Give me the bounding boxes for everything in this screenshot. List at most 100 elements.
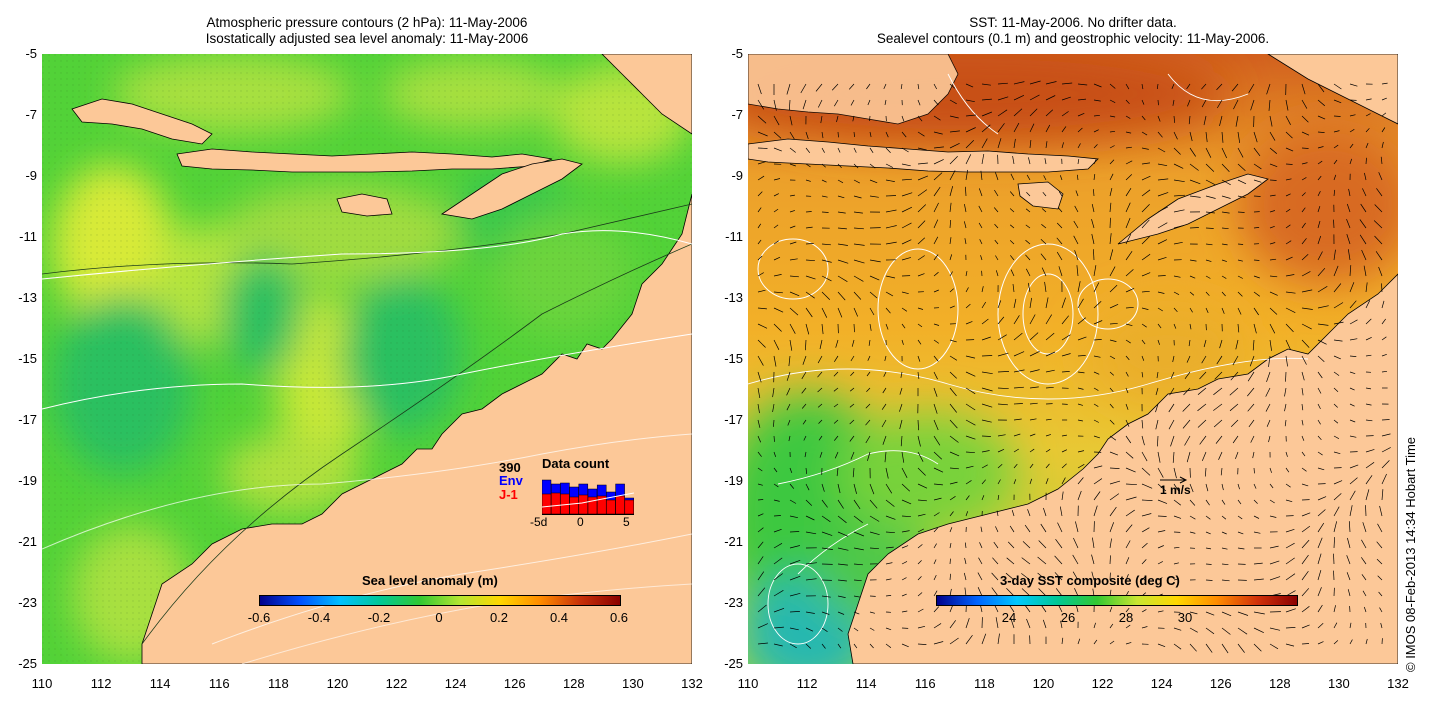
velocity-arrow bbox=[1237, 211, 1245, 213]
velocity-arrow bbox=[1157, 610, 1164, 613]
velocity-arrow bbox=[1381, 353, 1387, 357]
velocity-arrow bbox=[1013, 94, 1025, 101]
velocity-arrow bbox=[1141, 131, 1148, 136]
colorbar-tick-label: 26 bbox=[1060, 610, 1076, 625]
velocity-arrow bbox=[901, 515, 911, 518]
velocity-arrow bbox=[1045, 351, 1056, 357]
velocity-arrow bbox=[1266, 371, 1271, 383]
velocity-arrow bbox=[773, 274, 782, 277]
lat-tick-label: -25 bbox=[18, 656, 37, 671]
velocity-arrow bbox=[817, 371, 823, 378]
velocity-arrow bbox=[866, 371, 871, 377]
velocity-arrow bbox=[1125, 371, 1129, 377]
velocity-arrow bbox=[1092, 588, 1095, 597]
velocity-arrow bbox=[1221, 563, 1229, 566]
velocity-arrow bbox=[1269, 275, 1278, 278]
velocity-arrow bbox=[853, 627, 859, 632]
velocity-arrow bbox=[1301, 483, 1309, 487]
velocity-arrow bbox=[1301, 339, 1310, 348]
velocity-arrow bbox=[1186, 451, 1191, 463]
colorbar-tick-label: -0.4 bbox=[307, 610, 331, 625]
velocity-arrow bbox=[933, 467, 944, 473]
velocity-arrow bbox=[1235, 339, 1239, 350]
velocity-arrow bbox=[837, 515, 847, 524]
velocity-arrow bbox=[1055, 588, 1063, 597]
velocity-arrow bbox=[1125, 251, 1133, 261]
australia-land bbox=[141, 193, 692, 664]
velocity-arrow bbox=[1333, 371, 1340, 376]
velocity-arrow bbox=[1141, 236, 1150, 245]
velocity-arrow bbox=[1333, 115, 1341, 117]
velocity-arrow bbox=[867, 355, 871, 361]
velocity-arrow bbox=[1093, 282, 1100, 293]
velocity-arrow bbox=[1186, 83, 1191, 90]
velocity-arrow bbox=[1157, 178, 1169, 181]
velocity-arrow bbox=[869, 547, 879, 550]
velocity-arrow bbox=[1006, 587, 1015, 597]
velocity-arrow bbox=[1077, 638, 1081, 645]
velocity-arrow bbox=[757, 207, 762, 213]
velocity-arrow bbox=[853, 595, 861, 598]
velocity-arrow bbox=[949, 142, 960, 149]
velocity-arrow bbox=[1333, 339, 1343, 342]
velocity-arrow bbox=[757, 355, 764, 366]
velocity-arrow bbox=[1253, 531, 1261, 534]
velocity-arrow bbox=[1141, 559, 1147, 565]
velocity-arrow bbox=[1045, 314, 1052, 325]
velocity-arrow bbox=[1093, 622, 1096, 629]
velocity-arrow bbox=[981, 495, 985, 501]
velocity-arrow bbox=[789, 241, 797, 245]
velocity-arrow bbox=[1125, 146, 1132, 149]
velocity-arrow bbox=[1348, 521, 1351, 533]
velocity-arrow bbox=[933, 387, 938, 397]
velocity-arrow bbox=[1054, 572, 1063, 581]
velocity-arrow bbox=[949, 511, 954, 517]
velocity-arrow bbox=[1029, 369, 1040, 373]
velocity-arrow bbox=[853, 243, 865, 246]
velocity-arrow bbox=[933, 483, 943, 486]
velocity-arrow bbox=[1349, 158, 1353, 165]
velocity-arrow bbox=[1173, 194, 1186, 197]
velocity-arrow bbox=[815, 83, 823, 92]
velocity-arrow bbox=[1093, 403, 1099, 407]
velocity-arrow bbox=[789, 627, 799, 631]
velocity-arrow bbox=[1285, 499, 1293, 503]
velocity-arrow bbox=[773, 607, 785, 613]
velocity-arrow bbox=[1377, 575, 1383, 581]
velocity-arrow bbox=[1184, 435, 1191, 446]
velocity-arrow bbox=[981, 479, 986, 485]
velocity-arrow bbox=[757, 223, 762, 229]
velocity-arrow bbox=[869, 611, 875, 614]
velocity-arrow bbox=[853, 323, 855, 333]
lesser-sunda-islands-sst bbox=[748, 138, 1099, 173]
velocity-arrow bbox=[1347, 589, 1351, 597]
velocity-arrow bbox=[900, 371, 903, 378]
velocity-arrow bbox=[1157, 451, 1161, 463]
inset-x-tick: 0 bbox=[577, 515, 584, 529]
velocity-arrow bbox=[1038, 588, 1047, 597]
velocity-arrow bbox=[1077, 112, 1085, 117]
velocity-arrow bbox=[853, 579, 862, 582]
velocity-arrow bbox=[1109, 159, 1115, 165]
velocity-arrow bbox=[1349, 143, 1354, 149]
velocity-arrow bbox=[1045, 297, 1049, 309]
velocity-arrow bbox=[757, 499, 764, 501]
velocity-arrow bbox=[1333, 83, 1342, 90]
velocity-arrow bbox=[1237, 515, 1243, 520]
velocity-arrow bbox=[1029, 418, 1037, 421]
velocity-arrow bbox=[1093, 189, 1095, 197]
velocity-arrow bbox=[1109, 589, 1112, 597]
velocity-arrow bbox=[1013, 418, 1022, 421]
velocity-arrow bbox=[884, 355, 887, 361]
velocity-arrow bbox=[1237, 307, 1242, 315]
lat-tick-label: -15 bbox=[724, 351, 743, 366]
velocity-arrow bbox=[901, 530, 910, 533]
velocity-arrow bbox=[981, 419, 992, 423]
velocity-arrow bbox=[885, 531, 895, 534]
velocity-arrow bbox=[1074, 250, 1079, 261]
velocity-arrow bbox=[821, 595, 831, 598]
velocity-arrow bbox=[1301, 570, 1309, 581]
velocity-arrow bbox=[1013, 332, 1023, 341]
velocity-arrow bbox=[1077, 463, 1085, 469]
velocity-arrow bbox=[1221, 243, 1228, 246]
